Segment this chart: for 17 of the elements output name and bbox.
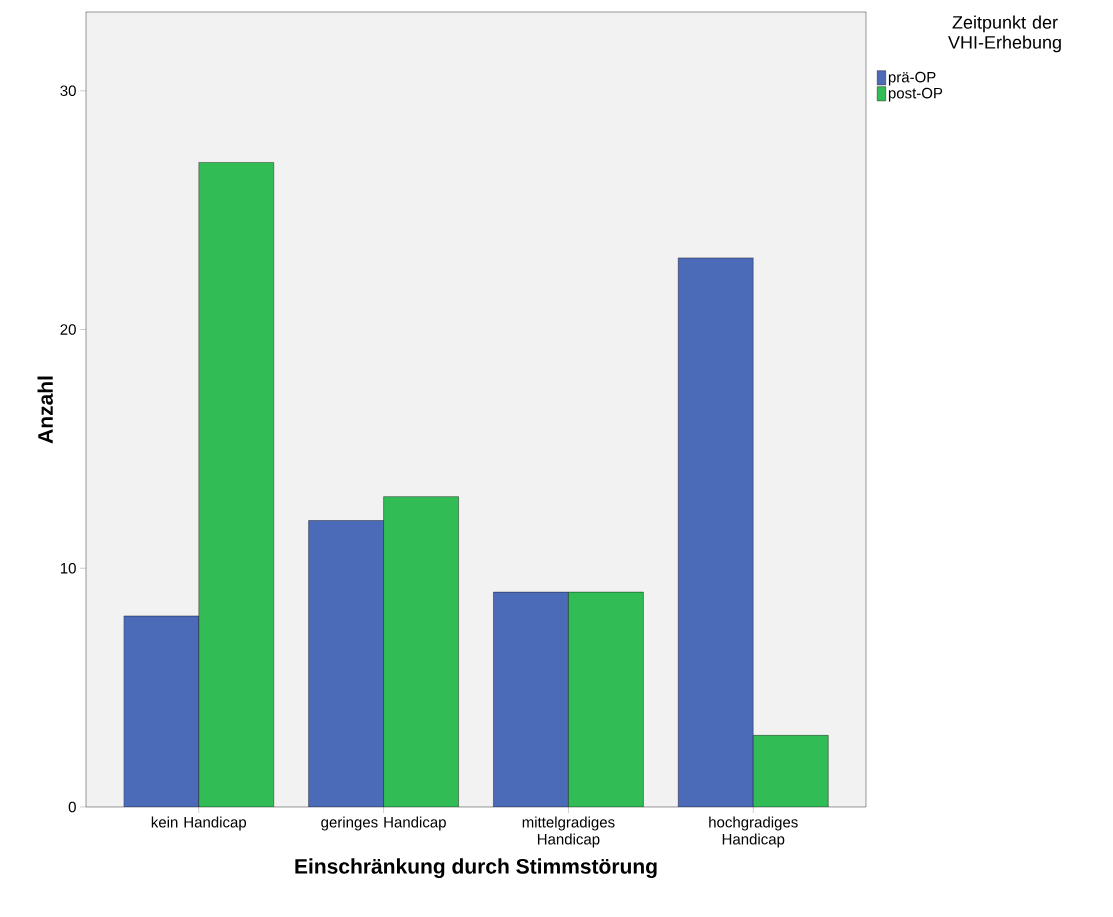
- y-axis-title: Anzahl: [37, 376, 53, 444]
- bar: [753, 735, 829, 807]
- legend-title: Zeitpunkt der VHI-Erhebung: [948, 15, 1061, 53]
- y-tick-label: 30: [60, 85, 76, 97]
- legend-label: prä-OP: [888, 71, 936, 86]
- x-tick-label: geringes Handicap: [321, 816, 446, 831]
- x-tick-label: mittelgradiges Handicap: [522, 816, 615, 848]
- y-tick-label: 10: [60, 562, 76, 574]
- x-tick-label: kein Handicap: [151, 816, 247, 831]
- bar: [568, 591, 644, 807]
- y-tick-label: 0: [68, 801, 76, 813]
- bar: [198, 162, 274, 807]
- legend-label: post-OP: [888, 87, 943, 102]
- x-tick-label: hochgradiges Handicap: [709, 816, 798, 848]
- y-tick-label: 20: [60, 324, 76, 335]
- x-axis-title: Einschränkung durch Stimmstörung: [295, 858, 657, 879]
- bar: [383, 496, 459, 807]
